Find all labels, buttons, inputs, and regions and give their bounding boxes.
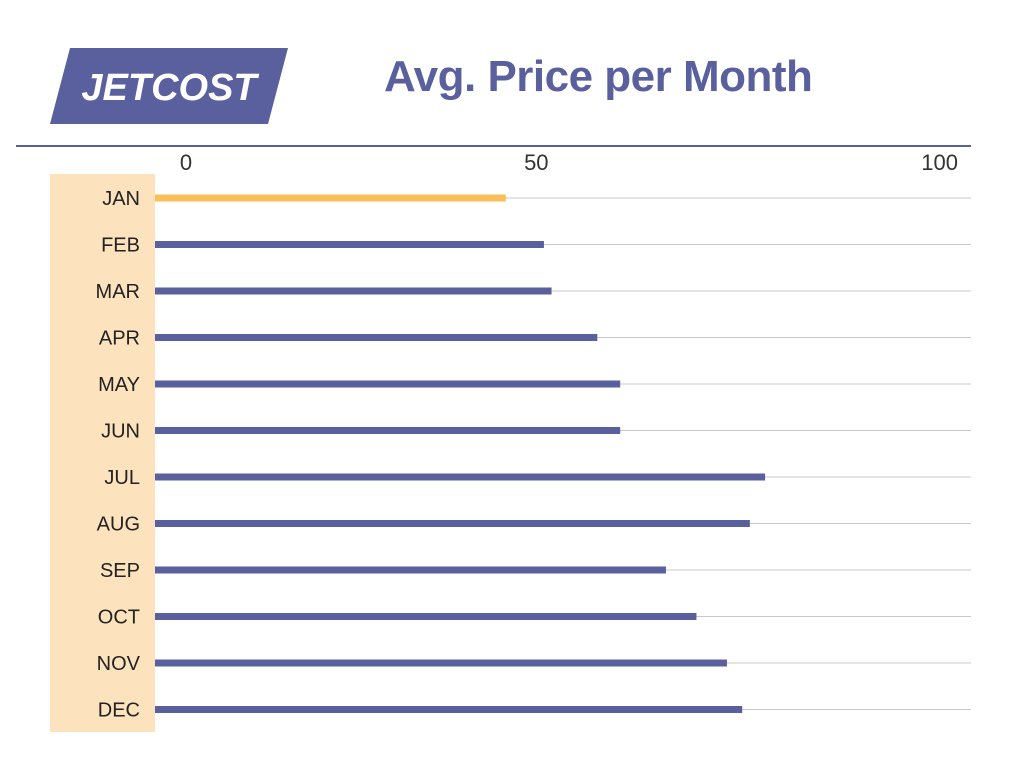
- x-tick-label: 50: [524, 150, 548, 175]
- bar-jul: [155, 473, 766, 481]
- logo-badge: [50, 48, 288, 124]
- bar-apr: [155, 334, 598, 341]
- x-tick-label: 100: [921, 150, 958, 175]
- category-label: JUN: [101, 421, 140, 443]
- category-label: JAN: [102, 188, 140, 210]
- header-divider: [16, 145, 971, 147]
- bar-may: [155, 380, 621, 388]
- logo-text: JETCOST: [81, 67, 259, 109]
- category-label: MAR: [96, 281, 140, 303]
- category-label: SEP: [100, 560, 140, 582]
- category-label: NOV: [97, 653, 141, 675]
- category-label: OCT: [98, 607, 140, 629]
- bar-oct: [155, 613, 697, 620]
- chart-title: Avg. Price per Month: [384, 52, 813, 101]
- bar-feb: [155, 241, 544, 248]
- x-tick-label: 0: [180, 150, 192, 175]
- bar-aug: [155, 520, 750, 527]
- category-label: APR: [99, 328, 140, 350]
- category-label: DEC: [98, 700, 140, 722]
- jetcost-logo: JETCOST: [50, 48, 288, 124]
- category-label: JUL: [104, 467, 140, 489]
- category-label: FEB: [101, 235, 140, 257]
- category-label: AUG: [97, 514, 140, 536]
- bar-jun: [155, 427, 621, 434]
- bar-dec: [155, 706, 743, 713]
- bar-nov: [155, 659, 727, 667]
- category-label: MAY: [98, 374, 140, 396]
- bar-jan: [155, 194, 506, 202]
- category-band: [50, 174, 155, 732]
- bar-sep: [155, 566, 666, 574]
- bar-mar: [155, 287, 552, 295]
